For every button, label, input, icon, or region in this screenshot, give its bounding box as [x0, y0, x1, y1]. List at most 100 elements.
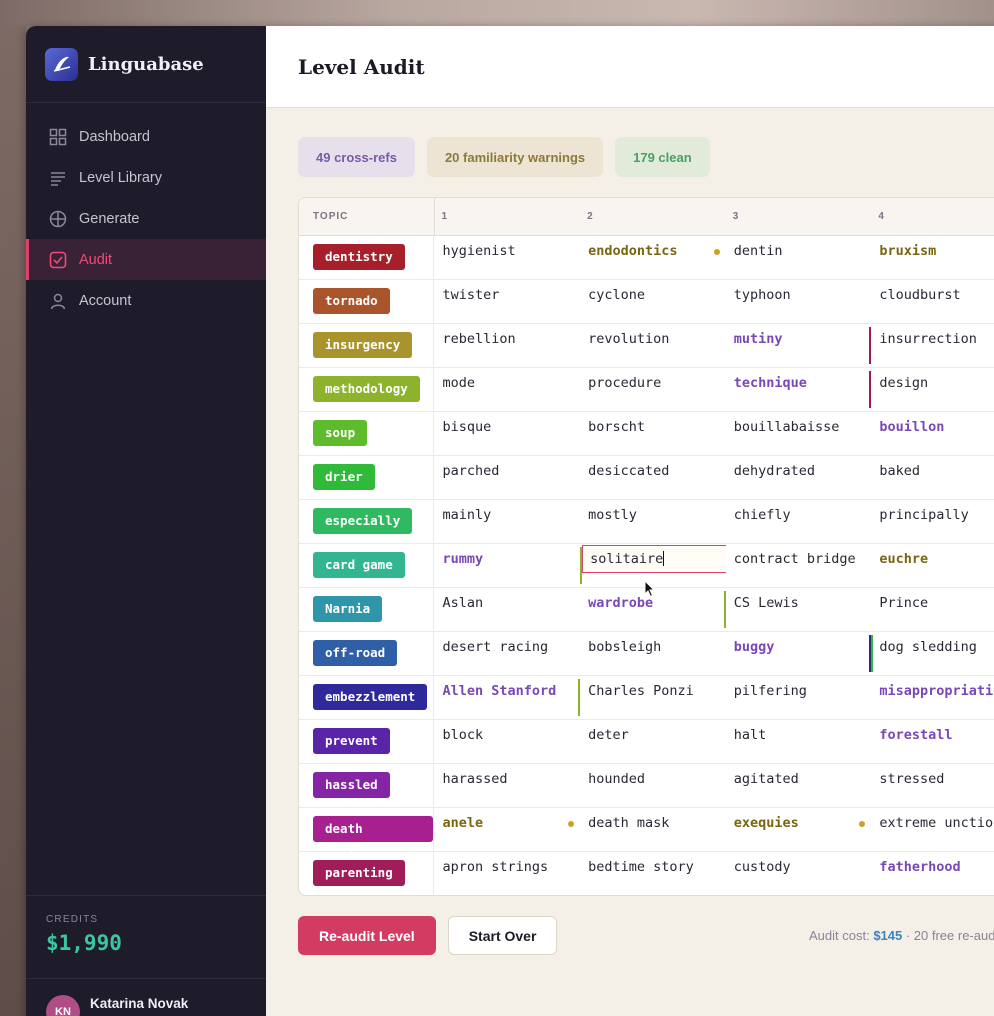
- word-cell[interactable]: rummy: [434, 544, 580, 587]
- word-cell[interactable]: solitaire: [580, 544, 726, 587]
- word-cell[interactable]: Allen Stanford: [434, 676, 581, 719]
- topic-tag[interactable]: off-road: [313, 640, 398, 666]
- reaudit-button[interactable]: Re-audit Level: [298, 916, 436, 955]
- word-cell[interactable]: dog sledding: [871, 632, 994, 675]
- cross-ref-marker: [869, 371, 872, 408]
- topic-tag[interactable]: death customs: [313, 816, 434, 862]
- word-edit-input[interactable]: solitaire: [582, 545, 726, 573]
- word-cell[interactable]: chiefly: [726, 500, 872, 543]
- word-cell[interactable]: typhoon: [726, 280, 872, 323]
- word-cell[interactable]: apron strings: [434, 852, 580, 895]
- sidebar-item-level-library[interactable]: Level Library: [26, 157, 266, 198]
- topic-tag[interactable]: hassled: [313, 772, 390, 798]
- word-cell[interactable]: twister: [434, 280, 580, 323]
- word-cell[interactable]: procedure: [580, 368, 726, 411]
- word-cell[interactable]: anele: [434, 808, 580, 851]
- word-cell[interactable]: death mask: [580, 808, 726, 851]
- word-cell[interactable]: pilfering: [726, 676, 872, 719]
- word-cell[interactable]: mutiny: [726, 324, 872, 367]
- topic-tag[interactable]: card game: [313, 552, 405, 578]
- word-cell[interactable]: CS Lewis: [726, 588, 872, 631]
- word-cell[interactable]: extreme unction: [871, 808, 994, 851]
- word-cell[interactable]: bedtime story: [580, 852, 726, 895]
- topic-tag[interactable]: methodology: [313, 376, 420, 402]
- user-profile[interactable]: KN Katarina Novak: [26, 978, 266, 1016]
- word-cell[interactable]: agitated: [726, 764, 872, 807]
- sidebar-item-generate[interactable]: Generate: [26, 198, 266, 239]
- word-cell[interactable]: harassed: [434, 764, 580, 807]
- topic-tag[interactable]: embezzlement: [313, 684, 428, 710]
- word-cell[interactable]: cyclone: [580, 280, 726, 323]
- word-cell[interactable]: bobsleigh: [580, 632, 726, 675]
- word-cell[interactable]: mode: [434, 368, 580, 411]
- table-row: Narnia Aslan wardrobe CS Lewis Prince: [299, 588, 994, 632]
- word-cell[interactable]: borscht: [580, 412, 726, 455]
- brand[interactable]: Linguabase: [26, 26, 266, 103]
- word-cell[interactable]: wardrobe: [580, 588, 726, 631]
- word-cell[interactable]: fatherhood: [871, 852, 994, 895]
- word-cell[interactable]: contract bridge: [726, 544, 872, 587]
- word-cell[interactable]: principally: [871, 500, 994, 543]
- topic-tag[interactable]: soup: [313, 420, 368, 446]
- word-cell[interactable]: desiccated: [580, 456, 726, 499]
- topic-cell: soup: [299, 412, 435, 455]
- word-cell[interactable]: cloudburst: [871, 280, 994, 323]
- word-cell[interactable]: endodontics: [580, 236, 726, 279]
- warnings-filter[interactable]: 20 familiarity warnings: [426, 137, 604, 177]
- clean-filter[interactable]: 179 clean: [615, 137, 710, 177]
- action-bar: Re-audit Level Start Over: [298, 916, 558, 955]
- word-cell[interactable]: buggy: [726, 632, 872, 675]
- topic-tag[interactable]: insurgency: [313, 332, 413, 358]
- sidebar-item-audit[interactable]: Audit: [26, 239, 266, 280]
- word-cell[interactable]: bouillabaisse: [726, 412, 872, 455]
- crossrefs-filter[interactable]: 49 cross-refs: [298, 137, 415, 177]
- word-cell[interactable]: misappropriation: [871, 676, 994, 719]
- word-cell[interactable]: technique: [726, 368, 872, 411]
- topic-tag[interactable]: prevent: [313, 728, 390, 754]
- word-cell[interactable]: euchre: [871, 544, 994, 587]
- sidebar-item-dashboard[interactable]: Dashboard: [26, 116, 266, 157]
- topic-tag[interactable]: especially: [313, 508, 413, 534]
- word-text: dehydrated: [733, 463, 815, 479]
- word-cell[interactable]: bruxism: [871, 236, 994, 279]
- topic-tag[interactable]: drier: [313, 464, 375, 490]
- word-cell[interactable]: revolution: [580, 324, 726, 367]
- word-text: CS Lewis: [733, 595, 799, 611]
- word-cell[interactable]: desert racing: [434, 632, 580, 675]
- word-cell[interactable]: bouillon: [871, 412, 994, 455]
- topic-tag[interactable]: tornado: [313, 288, 390, 314]
- word-cell[interactable]: baked: [871, 456, 994, 499]
- topic-cell: prevent: [299, 720, 435, 763]
- word-cell[interactable]: custody: [726, 852, 872, 895]
- word-cell[interactable]: bisque: [434, 412, 580, 455]
- sidebar-item-account[interactable]: Account: [26, 280, 266, 321]
- topic-cell: dentistry: [299, 236, 435, 279]
- word-cell[interactable]: mostly: [580, 500, 726, 543]
- word-cell[interactable]: deter: [580, 720, 726, 763]
- start-over-button[interactable]: Start Over: [447, 916, 558, 955]
- word-cell[interactable]: hounded: [580, 764, 726, 807]
- avatar[interactable]: KN: [46, 995, 80, 1016]
- word-cell[interactable]: Charles Ponzi: [580, 676, 726, 719]
- app-name: Linguabase: [88, 53, 204, 75]
- word-cell[interactable]: Prince: [871, 588, 994, 631]
- word-cell[interactable]: design: [871, 368, 994, 411]
- word-cell[interactable]: dentin: [726, 236, 872, 279]
- word-cell[interactable]: Aslan: [434, 588, 580, 631]
- word-cell[interactable]: forestall: [871, 720, 994, 763]
- word-cell[interactable]: exequies: [726, 808, 872, 851]
- word-cell[interactable]: mainly: [434, 500, 580, 543]
- word-cell[interactable]: rebellion: [434, 324, 580, 367]
- word-cell[interactable]: parched: [434, 456, 580, 499]
- topic-tag[interactable]: Narnia: [313, 596, 383, 622]
- word-text: desert racing: [442, 639, 549, 655]
- word-cell[interactable]: halt: [726, 720, 872, 763]
- word-cell[interactable]: insurrection: [871, 324, 994, 367]
- word-cell[interactable]: hygienist: [434, 236, 580, 279]
- word-cell[interactable]: stressed: [871, 764, 994, 807]
- topic-tag[interactable]: parenting: [313, 860, 405, 886]
- topic-tag[interactable]: dentistry: [313, 244, 405, 270]
- word-cell[interactable]: block: [434, 720, 580, 763]
- word-cell[interactable]: dehydrated: [726, 456, 872, 499]
- topic-cell: card game: [299, 544, 435, 587]
